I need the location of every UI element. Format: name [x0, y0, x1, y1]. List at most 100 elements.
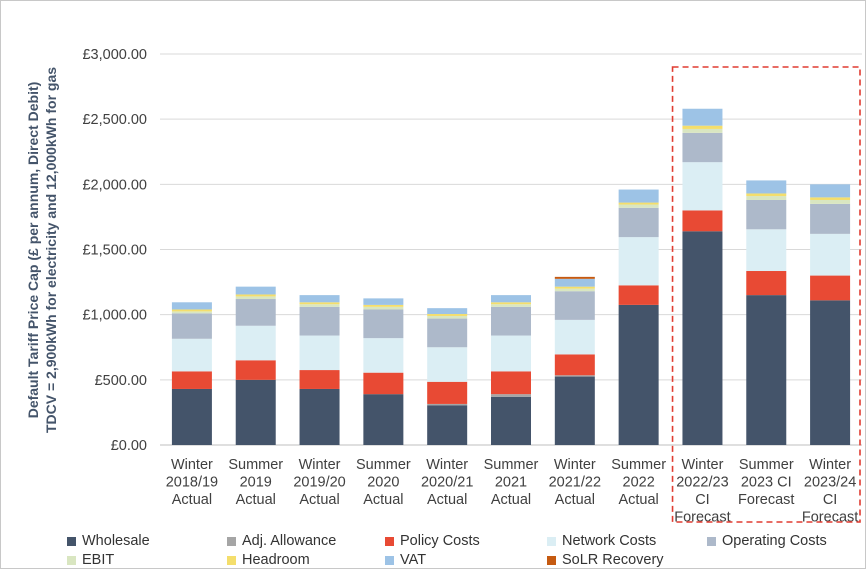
x-tick-label: Summer: [228, 457, 283, 473]
x-tick-label: Actual: [618, 492, 658, 508]
legend-swatch: [67, 555, 76, 565]
x-tick-label: Actual: [427, 492, 467, 508]
bar-segment: [810, 197, 851, 200]
legend-label: Adj. Allowance: [242, 533, 337, 549]
x-tick-label: Winter: [171, 457, 213, 473]
y-axis-label-line: TDCV = 2,900kWh for electricity and 12,0…: [43, 67, 59, 433]
bar-segment: [682, 132, 723, 163]
bar-segment: [427, 318, 468, 348]
bar-segment: [618, 202, 659, 205]
x-tick-label: 2021: [495, 475, 527, 491]
x-tick-label: 2020/21: [421, 475, 473, 491]
legend-swatch: [547, 536, 556, 546]
bar-segment: [554, 278, 595, 287]
bar-segment: [682, 231, 723, 445]
legend-item: Wholesale: [67, 533, 150, 549]
bar-segment: [554, 376, 595, 445]
bar-segment: [299, 335, 340, 371]
legend-label: EBIT: [82, 552, 115, 568]
bar-segment: [618, 304, 659, 445]
bar-segment: [618, 207, 659, 238]
bar-segment: [491, 306, 531, 336]
bar-segment: [235, 294, 276, 297]
bar-segment: [746, 229, 787, 272]
bar-segment: [235, 286, 276, 295]
x-tick-label: Winter: [554, 457, 596, 473]
bar-segment: [554, 319, 595, 355]
bar-segment: [682, 210, 723, 232]
bar-segment: [427, 403, 468, 406]
bar-segment: [363, 304, 404, 307]
bar-segment: [746, 271, 787, 296]
bar-segment: [810, 300, 851, 445]
bar-segment: [235, 296, 276, 300]
legend-label: Network Costs: [562, 533, 657, 549]
stacked-bar-chart: £0.00 £500.00 £1,000.00 £1,500.00 £2,000.00 £…: [25, 47, 862, 526]
bar-segment: [235, 360, 276, 380]
legend-swatch: [547, 555, 556, 565]
legend-label: Headroom: [242, 552, 310, 568]
bar-segment: [746, 193, 787, 197]
bar-segment: [427, 405, 468, 445]
x-tick-label: 2019: [240, 475, 272, 491]
legend-label: Operating Costs: [722, 533, 827, 549]
legend-swatch: [385, 536, 394, 546]
bar-segment: [427, 315, 468, 319]
bar-segment: [235, 299, 276, 326]
y-tick-label: £1,500.00: [82, 243, 147, 259]
legend-label: Wholesale: [82, 533, 150, 549]
bar-segment: [554, 288, 595, 292]
bar-segment: [491, 371, 531, 395]
bar-segment: [810, 275, 851, 301]
bar-segment: [299, 304, 340, 307]
legend-item: Policy Costs: [385, 533, 480, 549]
bar-segment: [491, 394, 531, 397]
bar-segment: [171, 311, 212, 314]
bar-segment: [363, 394, 404, 445]
forecast-highlight-box: [671, 66, 861, 523]
y-axis-label: Default Tariff Price Cap (£ per annum, D…: [25, 67, 59, 433]
bar-segment: [299, 306, 340, 336]
legend-label: VAT: [400, 552, 427, 568]
x-tick-labels: Winter 2018/19 Actual Summer 2019 Actual Winte…: [166, 457, 859, 526]
x-tick-label: Actual: [491, 492, 531, 508]
bar-segment: [363, 309, 404, 339]
legend-swatch: [707, 536, 716, 546]
x-tick-label: 2018/19: [166, 475, 218, 491]
bar-segment: [810, 203, 851, 234]
bar-segment: [682, 128, 723, 133]
x-tick-label: Summer: [484, 457, 539, 473]
bar-segment: [491, 396, 531, 445]
bar-segment: [746, 196, 787, 200]
bar-segment: [235, 325, 276, 361]
y-axis-label-line: Default Tariff Price Cap (£ per annum, D…: [25, 82, 41, 419]
bar-segment: [491, 302, 531, 305]
bar-segment: [427, 308, 468, 315]
x-tick-label: Actual: [363, 492, 403, 508]
legend-swatch: [67, 536, 76, 546]
x-tick-label: 2023 CI: [741, 475, 792, 491]
bar-segment: [171, 313, 212, 339]
bar-segment: [363, 338, 404, 373]
bar-segment: [491, 335, 531, 372]
bar-segment: [299, 388, 340, 445]
y-tick-label: £2,000.00: [82, 177, 147, 193]
bar-segment: [363, 306, 404, 310]
bar-segment: [554, 286, 595, 289]
y-tick-labels: £0.00 £500.00 £1,000.00 £1,500.00 £2,000.00 £…: [82, 47, 147, 454]
x-tick-label: Winter: [426, 457, 468, 473]
bars: [171, 108, 851, 445]
x-tick-label: Winter: [682, 457, 724, 473]
y-tick-label: £1,000.00: [82, 308, 147, 324]
bar-segment: [554, 375, 595, 377]
bar-segment: [810, 199, 851, 204]
legend-item: SoLR Recovery: [547, 552, 664, 568]
bar-segment: [171, 388, 212, 445]
bar-segment: [171, 371, 212, 389]
bar-segment: [427, 347, 468, 382]
x-tick-label: Forecast: [738, 492, 794, 508]
bar-segment: [171, 338, 212, 372]
bar-segment: [363, 372, 404, 395]
bar-segment: [810, 233, 851, 276]
x-tick-label: 2020: [367, 475, 399, 491]
